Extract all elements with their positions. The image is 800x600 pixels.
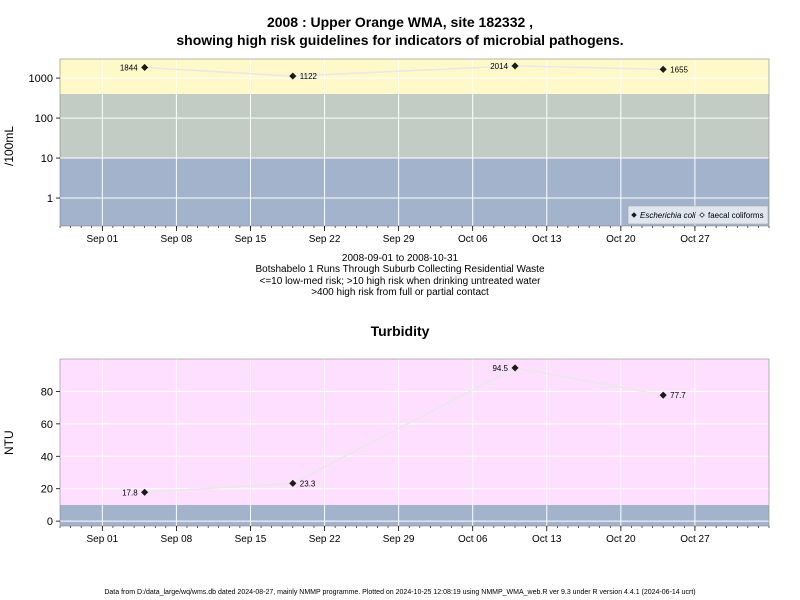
caption-risk-drinking: <=10 low-med risk; >10 high risk when dr…	[259, 276, 541, 287]
caption-site-description: Botshabelo 1 Runs Through Suburb Collect…	[255, 264, 545, 275]
turbidity-x-tick-label-7: Oct 20	[606, 534, 636, 545]
caption-date-range: 2008-09-01 to 2008-10-31	[341, 253, 459, 264]
turbidity-x-tick-label-8: Oct 27	[680, 534, 710, 545]
turbidity-data-point-2	[511, 364, 519, 372]
micro-risk-band-2	[60, 59, 769, 94]
turbidity-plot: 0 20 40 60 80 Sep 01 Sep 08 Sep 15 Sep 22 Sep 29 O…	[41, 358, 770, 545]
turbidity-data-label-1: 23.3	[300, 479, 316, 488]
micro-x-tick-label-4: Sep 29	[383, 234, 415, 245]
micro-y-tick-label-2: 100	[35, 113, 53, 125]
legend-label-0: Escherichia coli	[640, 211, 696, 220]
footer-note: Data from D:/data_large/wq/wms.db dated …	[104, 589, 696, 596]
micro-x-tick-label-3: Sep 22	[309, 234, 341, 245]
micro-data-label-2: 2014	[490, 62, 508, 71]
micro-data-label-1: 1122	[300, 72, 318, 81]
micro-data-point-3	[659, 65, 667, 73]
caption-risk-contact: >400 high risk from full or partial cont…	[311, 287, 489, 298]
micro-x-tick-label-1: Sep 08	[161, 234, 193, 245]
micro-x-tick-label-5: Oct 06	[458, 234, 488, 245]
turbidity-data-point-0	[141, 488, 149, 496]
micro-risk-band-1	[60, 93, 769, 159]
turbidity-data-point-1	[289, 479, 297, 488]
turbidity-y-tick-label-0: 0	[47, 516, 53, 528]
micro-series-line-0	[144, 65, 664, 77]
turbidity-risk-band-1	[60, 359, 769, 505]
turbidity-x-tick-label-4: Sep 29	[383, 534, 415, 545]
turbidity-data-label-3: 77.7	[670, 391, 686, 400]
legend-label-1: faecal coliforms	[708, 211, 764, 220]
micro-y-tick-label-1: 10	[41, 153, 53, 165]
turbidity-x-tick-label-3: Sep 22	[309, 534, 341, 545]
chart-title-line-2: showing high risk guidelines for indicat…	[176, 32, 624, 48]
turbidity-x-tick-label-0: Sep 01	[86, 534, 118, 545]
turbidity-risk-band-0	[60, 504, 769, 526]
turbidity-x-tick-label-1: Sep 08	[161, 534, 193, 545]
turbidity-x-tick-label-2: Sep 15	[235, 534, 267, 545]
turbidity-plot-frame	[59, 358, 770, 527]
chart-title-line-1: 2008 : Upper Orange WMA, site 182332 ,	[266, 14, 534, 30]
micro-x-tick-label-6: Oct 13	[532, 234, 562, 245]
turbidity-series-line-0	[144, 367, 664, 494]
turbidity-data-label-2: 94.5	[492, 364, 508, 373]
micro-y-tick-label-0: 1	[47, 193, 53, 205]
micro-x-tick-label-8: Oct 27	[680, 234, 710, 245]
legend-marker-0	[631, 212, 637, 218]
turbidity-x-tick-label-6: Oct 13	[532, 534, 562, 545]
micro-x-tick-label-7: Oct 20	[606, 234, 636, 245]
micro-y-tick-label-3: 1000	[29, 73, 53, 85]
micro-data-label-3: 1655	[670, 65, 688, 74]
turbidity-y-tick-label-1: 20	[41, 484, 53, 496]
turbidity-x-tick-label-5: Oct 06	[458, 534, 488, 545]
micro-legend-box	[627, 205, 769, 225]
micro-x-tick-label-0: Sep 01	[86, 234, 118, 245]
micro-x-tick-label-2: Sep 15	[235, 234, 267, 245]
turbidity-y-tick-label-4: 80	[41, 386, 53, 398]
micro-data-label-0: 1844	[120, 63, 138, 72]
micro-legend: Escherichia coli faecal coliforms	[627, 205, 769, 225]
micro-plot: 1 10 100 1000 Sep 01 Sep 08 Sep 15 Sep 22 Sep 29…	[29, 58, 770, 245]
turbidity-data-label-0: 17.8	[122, 488, 138, 497]
legend-marker-1	[699, 212, 705, 218]
turbidity-y-tick-label-3: 60	[41, 419, 53, 431]
micro-plot-frame	[59, 58, 770, 227]
turbidity-data-point-3	[659, 391, 667, 399]
turbidity-chart-title: Turbidity	[370, 323, 430, 339]
micro-data-point-0	[141, 63, 149, 72]
turbidity-y-tick-label-2: 40	[41, 451, 53, 463]
micro-data-point-2	[511, 62, 519, 70]
micro-data-point-1	[289, 72, 297, 80]
